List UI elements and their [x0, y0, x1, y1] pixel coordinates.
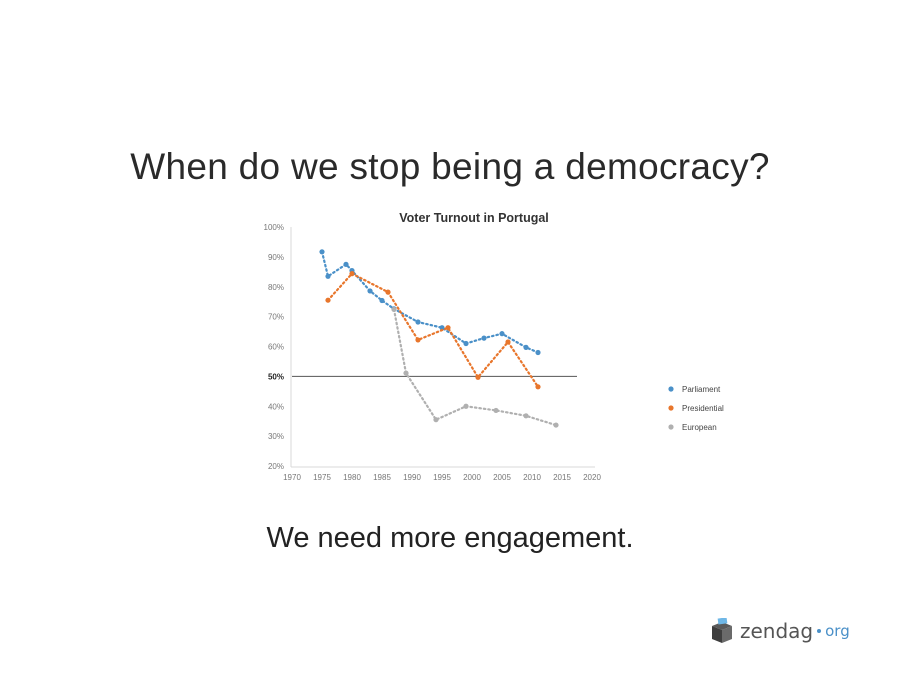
parliament-point	[499, 331, 505, 337]
parliament-point	[535, 349, 541, 356]
presidential-point	[415, 337, 421, 343]
y-tick-label: 80%	[268, 283, 284, 292]
european-point	[433, 417, 439, 423]
y-tick-label: 100%	[264, 223, 284, 232]
chart-title: Voter Turnout in Portugal	[399, 211, 549, 225]
series-layer	[319, 249, 559, 428]
european-point	[463, 403, 469, 409]
x-tick-label: 1995	[433, 473, 451, 482]
y-tick-label: 50%	[268, 372, 284, 381]
presidential-point	[349, 271, 355, 277]
presidential-point	[325, 297, 331, 303]
presidential-point	[445, 325, 451, 331]
slide-subline: We need more engagement.	[266, 522, 634, 554]
y-tick-label: 70%	[268, 313, 284, 322]
parliament-legend-marker	[668, 386, 674, 392]
x-tick-label: 1970	[283, 473, 301, 482]
logo-suffix: org	[825, 622, 850, 640]
y-tick-label: 90%	[268, 253, 284, 262]
y-tick-label: 20%	[268, 462, 284, 471]
presidential-point	[475, 374, 481, 380]
parliament-point	[481, 335, 487, 341]
chart-legend: Parliament Presidential European	[668, 385, 724, 432]
x-tick-label: 2005	[493, 473, 511, 482]
x-tick-labels: 1970 1975 1980 1985 1990 1995 2000 2005 2010 2015…	[283, 473, 601, 482]
european-point	[391, 306, 397, 313]
ballot-box-icon	[712, 618, 732, 643]
x-tick-label: 1980	[343, 473, 361, 482]
x-tick-label: 1990	[403, 473, 421, 482]
parliament-line	[320, 250, 540, 354]
x-tick-label: 2000	[463, 473, 481, 482]
parliament-legend-label: Parliament	[682, 385, 721, 394]
european-line	[392, 308, 558, 427]
parliament-point	[523, 344, 529, 350]
parliament-point	[439, 325, 445, 331]
y-tick-label: 30%	[268, 432, 284, 441]
x-tick-label: 2010	[523, 473, 541, 482]
parliament-point	[415, 319, 421, 325]
parliament-point	[325, 273, 331, 279]
logo-dot	[817, 629, 822, 633]
x-tick-label: 1985	[373, 473, 391, 482]
parliament-point	[379, 297, 385, 304]
parliament-point	[367, 288, 373, 294]
logo-name: zendag	[740, 619, 814, 643]
y-tick-labels: 20% 30% 40% 50% 60% 70% 80% 90% 100%	[264, 223, 284, 471]
european-point	[403, 370, 409, 376]
european-series	[391, 306, 559, 428]
european-legend-marker	[668, 424, 674, 430]
parliament-point	[343, 261, 349, 267]
slide-headline: When do we stop being a democracy?	[130, 146, 770, 187]
presidential-point	[505, 339, 511, 345]
parliament-series	[319, 249, 541, 356]
european-point	[493, 407, 499, 414]
parliament-point	[319, 249, 325, 255]
presidential-legend-marker	[668, 405, 674, 411]
x-tick-label: 2020	[583, 473, 601, 482]
presidential-series	[325, 271, 541, 390]
x-tick-label: 1975	[313, 473, 331, 482]
presidential-point	[535, 384, 541, 390]
x-tick-label: 2015	[553, 473, 571, 482]
european-point	[553, 422, 559, 428]
parliament-point	[463, 340, 469, 347]
presidential-point	[385, 289, 391, 295]
presidential-line	[326, 272, 540, 388]
european-point	[523, 413, 529, 419]
y-tick-label: 40%	[268, 402, 284, 411]
y-tick-label: 60%	[268, 343, 284, 352]
presidential-legend-label: Presidential	[682, 404, 724, 413]
european-legend-label: European	[682, 423, 717, 432]
zendag-logo: zendag org	[710, 616, 850, 646]
